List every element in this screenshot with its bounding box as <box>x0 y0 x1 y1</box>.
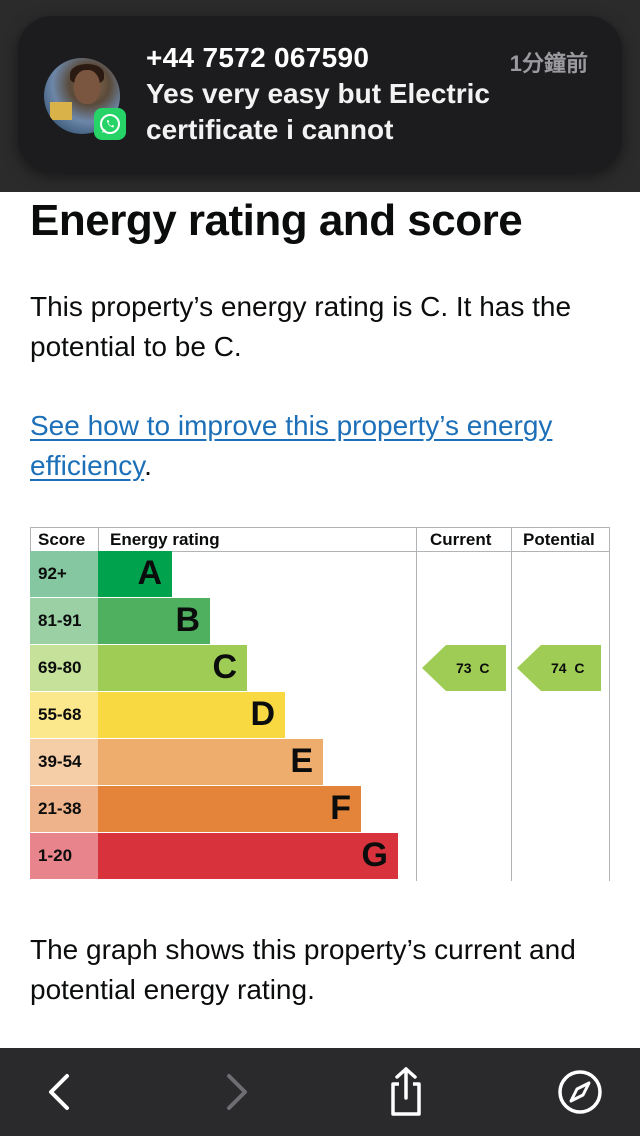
back-icon[interactable] <box>32 1066 88 1118</box>
browser-toolbar <box>0 1048 640 1136</box>
band-score-c: 69-80 <box>30 645 98 691</box>
divider <box>30 527 31 551</box>
band-bar-e: E <box>98 739 323 785</box>
rating-intro: This property’s energy rating is C. It h… <box>30 291 572 362</box>
band-score-f: 21-38 <box>30 786 98 832</box>
band-letter-f: F <box>330 789 351 827</box>
band-letter-g: G <box>361 836 388 874</box>
notification-time: 1分鐘前 <box>509 51 588 76</box>
band-bar-d: D <box>98 692 285 738</box>
whatsapp-notification[interactable]: +44 7572 067590 1分鐘前 Yes very easy but E… <box>18 16 622 172</box>
divider <box>511 527 512 881</box>
band-score-d: 55-68 <box>30 692 98 738</box>
band-score-g: 1-20 <box>30 833 98 879</box>
header-energy-rating: Energy rating <box>110 530 220 549</box>
improve-link-container: See how to improve this property’s energ… <box>30 406 620 486</box>
divider <box>609 527 610 881</box>
header-potential: Potential <box>523 530 595 549</box>
link-suffix: . <box>144 450 152 481</box>
header-current: Current <box>430 530 492 549</box>
share-icon[interactable] <box>378 1066 434 1118</box>
potential-rating-arrow: 74 C <box>517 645 601 691</box>
header-score: Score <box>38 530 86 549</box>
band-letter-e: E <box>290 742 313 780</box>
band-score-e: 39-54 <box>30 739 98 785</box>
band-bar-g: G <box>98 833 398 879</box>
divider <box>98 527 99 551</box>
whatsapp-icon <box>94 108 126 140</box>
current-rating-arrow: 73 C <box>422 645 506 691</box>
band-bar-a: A <box>98 551 172 597</box>
band-letter-b: B <box>175 601 200 639</box>
current-rating-label: 73 C <box>456 660 490 676</box>
band-letter-a: A <box>137 554 162 592</box>
band-bar-c: C <box>98 645 247 691</box>
potential-rating-label: 74 C <box>551 660 585 676</box>
band-bar-b: B <box>98 598 210 644</box>
compass-icon[interactable] <box>552 1066 608 1118</box>
forward-icon[interactable] <box>208 1066 264 1118</box>
improve-efficiency-link[interactable]: See how to improve this property’s energ… <box>30 410 553 481</box>
band-letter-d: D <box>250 695 275 733</box>
band-score-b: 81-91 <box>30 598 98 644</box>
chart-header: Score Energy rating Current Potential <box>30 527 610 552</box>
energy-rating-chart: Score Energy rating Current Potential 92… <box>30 527 610 881</box>
notification-message: Yes very easy but Electric certificate i… <box>146 78 490 145</box>
band-bar-f: F <box>98 786 361 832</box>
page-title: Energy rating and score <box>30 196 523 245</box>
notification-sender: +44 7572 067590 <box>146 42 370 73</box>
graph-note: The graph shows this property’s current … <box>30 934 576 1005</box>
divider <box>416 527 417 881</box>
band-score-a: 92+ <box>30 551 98 597</box>
band-letter-c: C <box>212 648 237 686</box>
